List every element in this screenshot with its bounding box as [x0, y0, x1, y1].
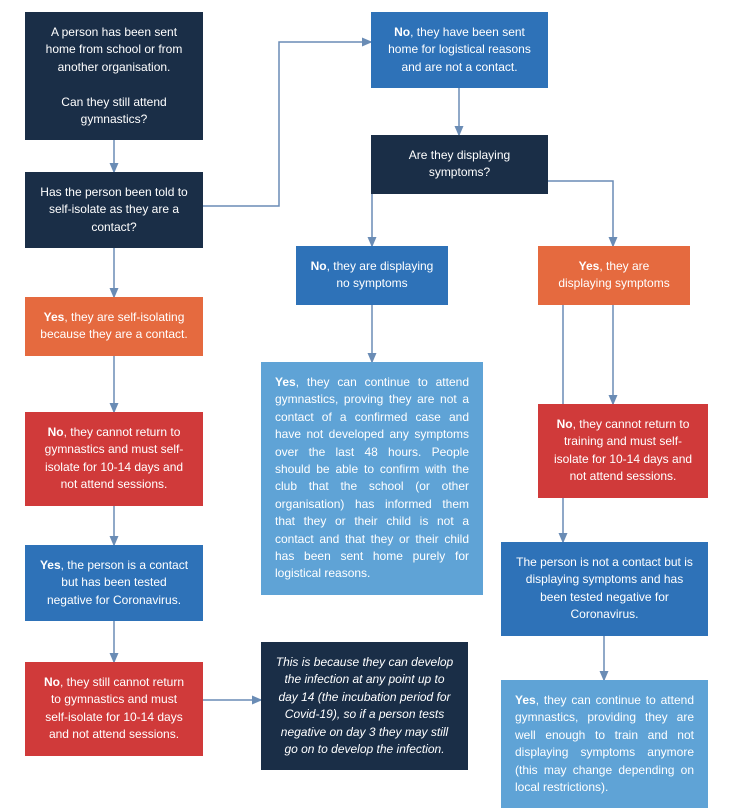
flowchart-node-n10: Yes, they are displaying symptoms [538, 246, 690, 305]
flowchart-node-n1: A person has been sent home from school … [25, 12, 203, 140]
flowchart-node-n5: Yes, the person is a contact but has bee… [25, 545, 203, 621]
flowchart-node-n3: Yes, they are self-isolating because the… [25, 297, 203, 356]
edge-n2-n7 [203, 42, 371, 206]
flowchart-node-n9: No, they are displaying no symptoms [296, 246, 448, 305]
flowchart-node-n15: This is because they can develop the inf… [261, 642, 468, 770]
flowchart-node-n11: Yes, they can continue to attend gymnast… [261, 362, 483, 595]
flowchart-node-n14: Yes, they can continue to attend gymnast… [501, 680, 708, 808]
flowchart-node-n8: Are they displaying symptoms? [371, 135, 548, 194]
flowchart-node-n4: No, they cannot return to gymnastics and… [25, 412, 203, 506]
flowchart-node-n7: No, they have been sent home for logisti… [371, 12, 548, 88]
flowchart-node-n13: The person is not a contact but is displ… [501, 542, 708, 636]
flowchart-node-n12: No, they cannot return to training and m… [538, 404, 708, 498]
flowchart-node-n2: Has the person been told to self-isolate… [25, 172, 203, 248]
flowchart-node-n6: No, they still cannot return to gymnasti… [25, 662, 203, 756]
